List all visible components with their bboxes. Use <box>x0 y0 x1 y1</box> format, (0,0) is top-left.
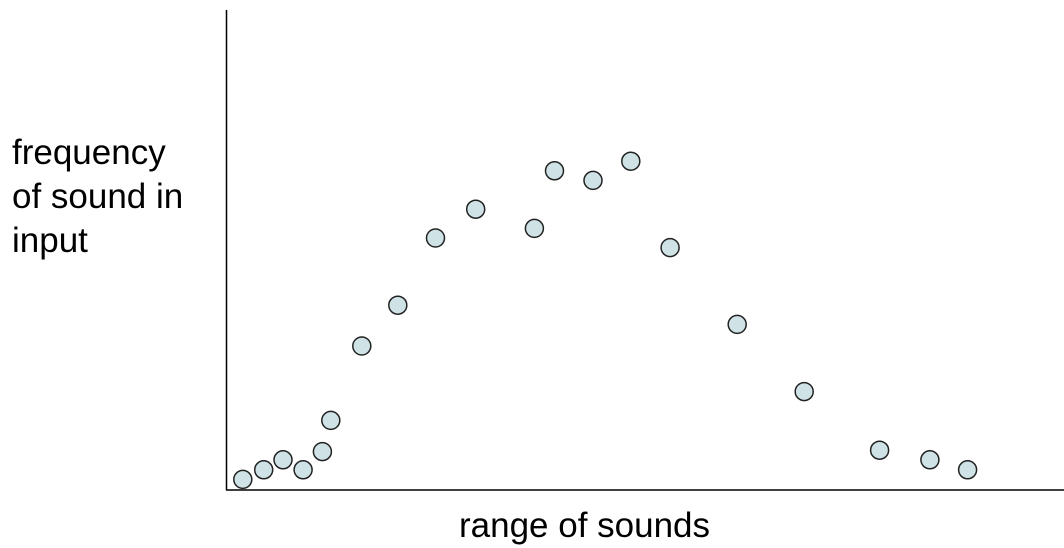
y-axis-label: frequency of sound in input <box>12 131 212 263</box>
data-point-18 <box>869 440 890 460</box>
y-axis-label-line-2: of sound in <box>12 177 184 216</box>
data-point-19 <box>920 450 940 470</box>
data-point-8 <box>388 295 408 315</box>
data-point-5 <box>312 441 333 462</box>
data-point-7 <box>352 336 372 356</box>
data-point-16 <box>727 314 747 335</box>
data-point-17 <box>794 381 814 402</box>
data-points <box>233 151 978 490</box>
data-point-20 <box>957 460 978 480</box>
data-point-13 <box>583 170 603 191</box>
data-point-9 <box>425 228 446 248</box>
axes <box>225 10 1064 491</box>
y-axis-label-line-1: frequency <box>12 133 166 172</box>
data-point-2 <box>253 460 274 480</box>
data-point-1 <box>233 469 253 490</box>
data-point-12 <box>544 161 565 181</box>
data-point-14 <box>621 151 641 171</box>
data-point-15 <box>660 237 680 258</box>
data-point-6 <box>321 410 341 431</box>
data-point-11 <box>524 218 545 239</box>
x-axis-label: range of sounds <box>459 506 711 545</box>
y-axis-label-line-3: input <box>12 221 88 260</box>
data-point-3 <box>273 450 293 470</box>
data-point-10 <box>465 199 486 219</box>
data-point-4 <box>293 460 313 480</box>
